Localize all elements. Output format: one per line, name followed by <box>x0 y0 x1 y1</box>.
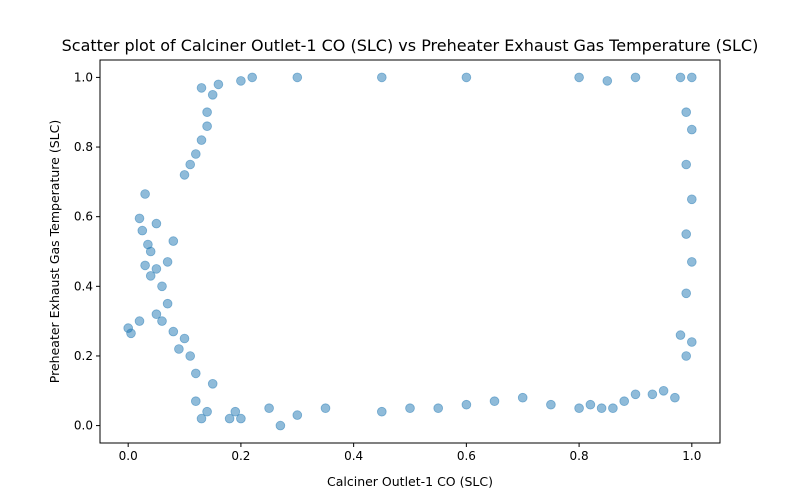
scatter-point <box>517 392 528 403</box>
x-axis-ticks: 0.0 0.2 0.4 0.6 0.8 1.0 <box>119 443 701 463</box>
y-tick-label: 0.2 <box>74 349 93 363</box>
scatter-point <box>574 403 584 414</box>
scatter-point <box>461 399 472 410</box>
scatter-point <box>174 344 184 354</box>
scatter-point <box>202 107 212 117</box>
y-axis-label: Preheater Exhaust Gas Temperature (SLC) <box>47 120 62 383</box>
scatter-point <box>489 396 500 407</box>
scatter-point <box>179 333 190 344</box>
scatter-point <box>224 413 235 424</box>
scatter-point <box>230 406 241 417</box>
scatter-point <box>179 170 190 180</box>
scatter-point <box>546 399 556 410</box>
scatter-point <box>686 337 697 347</box>
scatter-points <box>123 72 697 431</box>
y-tick-label: 0.8 <box>74 140 93 154</box>
scatter-point <box>608 403 618 414</box>
scatter-point <box>675 330 686 340</box>
scatter-point <box>681 351 691 361</box>
x-tick-label: 1.0 <box>682 449 701 463</box>
y-tick-label: 0.4 <box>74 279 93 293</box>
scatter-point <box>630 72 641 83</box>
scatter-point <box>202 121 212 131</box>
scatter-point <box>145 246 156 257</box>
scatter-point <box>376 72 387 83</box>
scatter-point <box>191 368 201 379</box>
scatter-point <box>140 260 150 271</box>
scatter-point <box>151 309 162 320</box>
x-axis-label: Calciner Outlet-1 CO (SLC) <box>327 474 493 489</box>
scatter-point <box>191 396 201 407</box>
scatter-point <box>236 413 246 424</box>
scatter-point <box>686 72 697 83</box>
scatter-point <box>126 328 136 339</box>
scatter-point <box>157 281 167 292</box>
scatter-point <box>162 257 173 267</box>
y-tick-label: 0.0 <box>74 419 93 433</box>
scatter-point <box>196 413 207 424</box>
scatter-point <box>151 218 162 229</box>
scatter-point <box>168 236 179 246</box>
x-tick-label: 0.4 <box>344 449 363 463</box>
scatter-point <box>196 135 207 145</box>
scatter-point <box>196 83 207 93</box>
scatter-point <box>574 72 584 83</box>
scatter-point <box>134 213 145 224</box>
scatter-point <box>151 264 162 274</box>
scatter-point <box>681 159 691 170</box>
scatter-point <box>134 316 145 326</box>
scatter-point <box>264 403 274 414</box>
scatter-point <box>202 406 212 417</box>
scatter-point <box>686 124 697 135</box>
scatter-point <box>292 72 303 83</box>
scatter-point <box>670 392 680 403</box>
scatter-point <box>647 389 658 400</box>
scatter-point <box>681 288 691 299</box>
scatter-point <box>275 420 286 431</box>
scatter-point <box>681 107 691 117</box>
scatter-point <box>145 271 156 281</box>
scatter-point <box>207 378 218 389</box>
scatter-point <box>675 72 686 83</box>
scatter-point <box>585 399 596 410</box>
x-tick-label: 0.2 <box>231 449 250 463</box>
scatter-point <box>630 389 641 400</box>
scatter-point <box>191 149 201 159</box>
y-axis-ticks: 0.0 0.2 0.4 0.6 0.8 1.0 <box>74 70 100 433</box>
scatter-point <box>686 257 697 267</box>
scatter-point <box>213 79 224 90</box>
scatter-point <box>236 76 246 86</box>
y-tick-label: 1.0 <box>74 70 93 84</box>
scatter-point <box>433 403 444 414</box>
scatter-point <box>185 351 196 361</box>
scatter-point <box>185 159 196 170</box>
scatter-point <box>376 406 387 417</box>
scatter-point <box>207 90 218 100</box>
scatter-point <box>320 403 331 414</box>
scatter-point <box>681 229 691 239</box>
plot-area <box>99 59 721 444</box>
scatter-point <box>140 189 150 199</box>
scatter-point <box>247 72 258 83</box>
scatter-point <box>461 72 472 83</box>
x-tick-label: 0.8 <box>570 449 589 463</box>
scatter-point <box>157 316 167 326</box>
scatter-point <box>137 225 148 236</box>
scatter-point <box>619 396 629 407</box>
scatter-point <box>596 403 607 414</box>
y-tick-label: 0.6 <box>74 210 93 224</box>
scatter-point <box>686 194 697 205</box>
scatter-point <box>658 385 669 396</box>
scatter-point <box>162 298 173 309</box>
x-tick-label: 0.6 <box>457 449 476 463</box>
x-tick-label: 0.0 <box>119 449 138 463</box>
plot-frame <box>99 59 721 444</box>
scatter-point <box>292 410 303 420</box>
scatter-point <box>602 76 613 86</box>
chart-title: Scatter plot of Calciner Outlet-1 CO (SL… <box>62 36 759 55</box>
scatter-point <box>405 403 415 414</box>
scatter-point <box>168 326 179 337</box>
